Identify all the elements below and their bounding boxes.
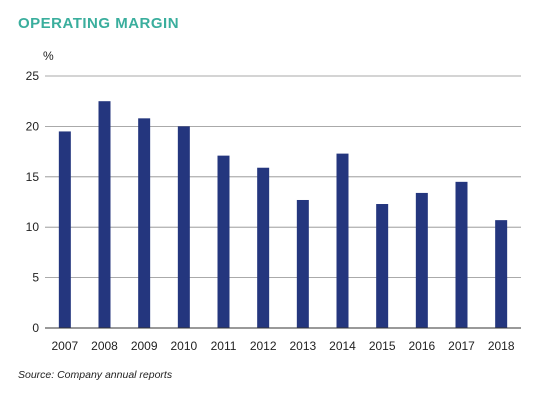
bar-2009 [138, 118, 151, 328]
x-tick-label: 2007 [51, 339, 78, 353]
x-tick-label: 2014 [329, 339, 356, 353]
x-tick-labels: 2007 2008 2009 2010 2011 2012 2013 2014 2015 2016… [51, 339, 514, 353]
bars [58, 101, 508, 329]
x-tick-label: 2008 [91, 339, 118, 353]
y-tick-label: 10 [26, 220, 40, 234]
bar-2008 [98, 101, 111, 328]
bar-2010 [177, 126, 190, 329]
x-tick-label: 2018 [488, 339, 515, 353]
y-tick-label: 15 [26, 170, 40, 184]
bar-2011 [217, 155, 230, 328]
x-tick-label: 2016 [408, 339, 435, 353]
bar-2018 [495, 220, 508, 328]
y-tick-label: 0 [32, 321, 39, 335]
bar-2007 [58, 131, 71, 328]
chart-title: OPERATING MARGIN [18, 15, 179, 32]
y-axis-unit-label: % [43, 49, 54, 63]
y-tick-labels: 0 5 10 15 20 25 [26, 69, 40, 335]
x-tick-label: 2009 [131, 339, 158, 353]
x-tick-label: 2013 [289, 339, 316, 353]
y-tick-label: 25 [26, 69, 40, 83]
y-tick-label: 5 [32, 271, 39, 285]
y-tick-label: 20 [26, 119, 40, 133]
bar-2015 [376, 204, 389, 328]
bar-2014 [336, 153, 349, 328]
bar-2016 [415, 192, 428, 328]
x-tick-label: 2017 [448, 339, 475, 353]
gridlines [45, 75, 521, 279]
x-tick-label: 2010 [170, 339, 197, 353]
x-tick-label: 2015 [369, 339, 396, 353]
bar-2012 [257, 167, 270, 328]
x-tick-label: 2011 [211, 339, 237, 353]
bar-2017 [455, 181, 468, 328]
bar-2013 [296, 199, 309, 328]
x-tick-label: 2012 [250, 339, 277, 353]
source-note: Source: Company annual reports [18, 369, 173, 381]
